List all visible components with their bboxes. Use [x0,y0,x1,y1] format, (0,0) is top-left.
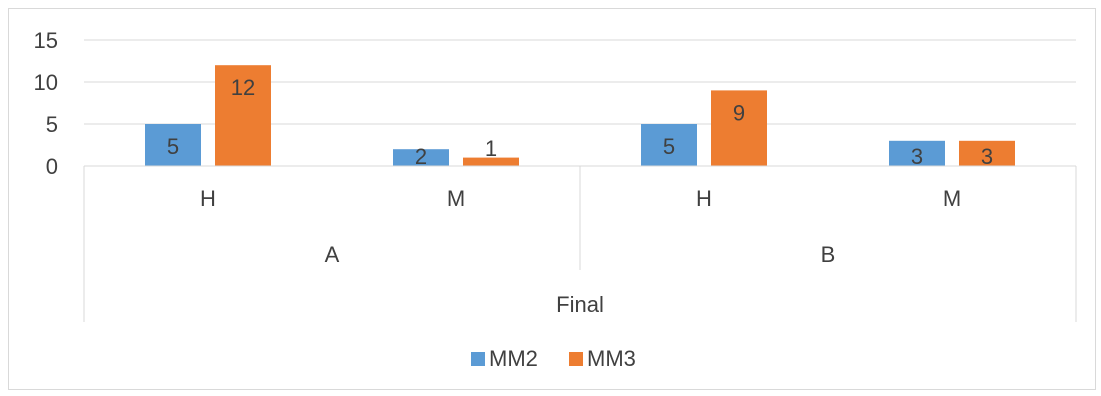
legend-label: MM3 [587,346,636,371]
bar-mm2-2 [641,124,697,166]
outer-group-label: Final [556,292,604,317]
bar-mm3-1 [463,157,519,166]
bar-mm2-1 [393,149,449,166]
y-tick-label: 15 [34,28,58,53]
data-label: 3 [981,144,993,169]
group-label: A [325,242,340,267]
bar-mm2-0 [145,124,201,166]
category-label: M [943,186,961,211]
y-tick-label: 10 [34,70,58,95]
data-label: 1 [485,136,497,161]
y-tick-label: 0 [46,154,58,179]
category-label: M [447,186,465,211]
bar-mm3-3 [959,140,1015,166]
data-label: 5 [167,134,179,159]
legend-swatch [569,352,583,366]
group-label: B [821,242,836,267]
chart-frame [8,8,1096,390]
data-label: 9 [733,100,745,125]
y-tick-label: 5 [46,112,58,137]
category-label: H [200,186,216,211]
bar-mm3-0 [215,65,271,166]
data-label: 5 [663,134,675,159]
data-label: 2 [415,144,427,169]
data-label: 3 [911,144,923,169]
category-label: H [696,186,712,211]
bar-mm3-2 [711,90,767,166]
legend-label: MM2 [489,346,538,371]
bar-mm2-3 [889,140,945,166]
data-label: 12 [231,75,255,100]
legend-swatch [471,352,485,366]
